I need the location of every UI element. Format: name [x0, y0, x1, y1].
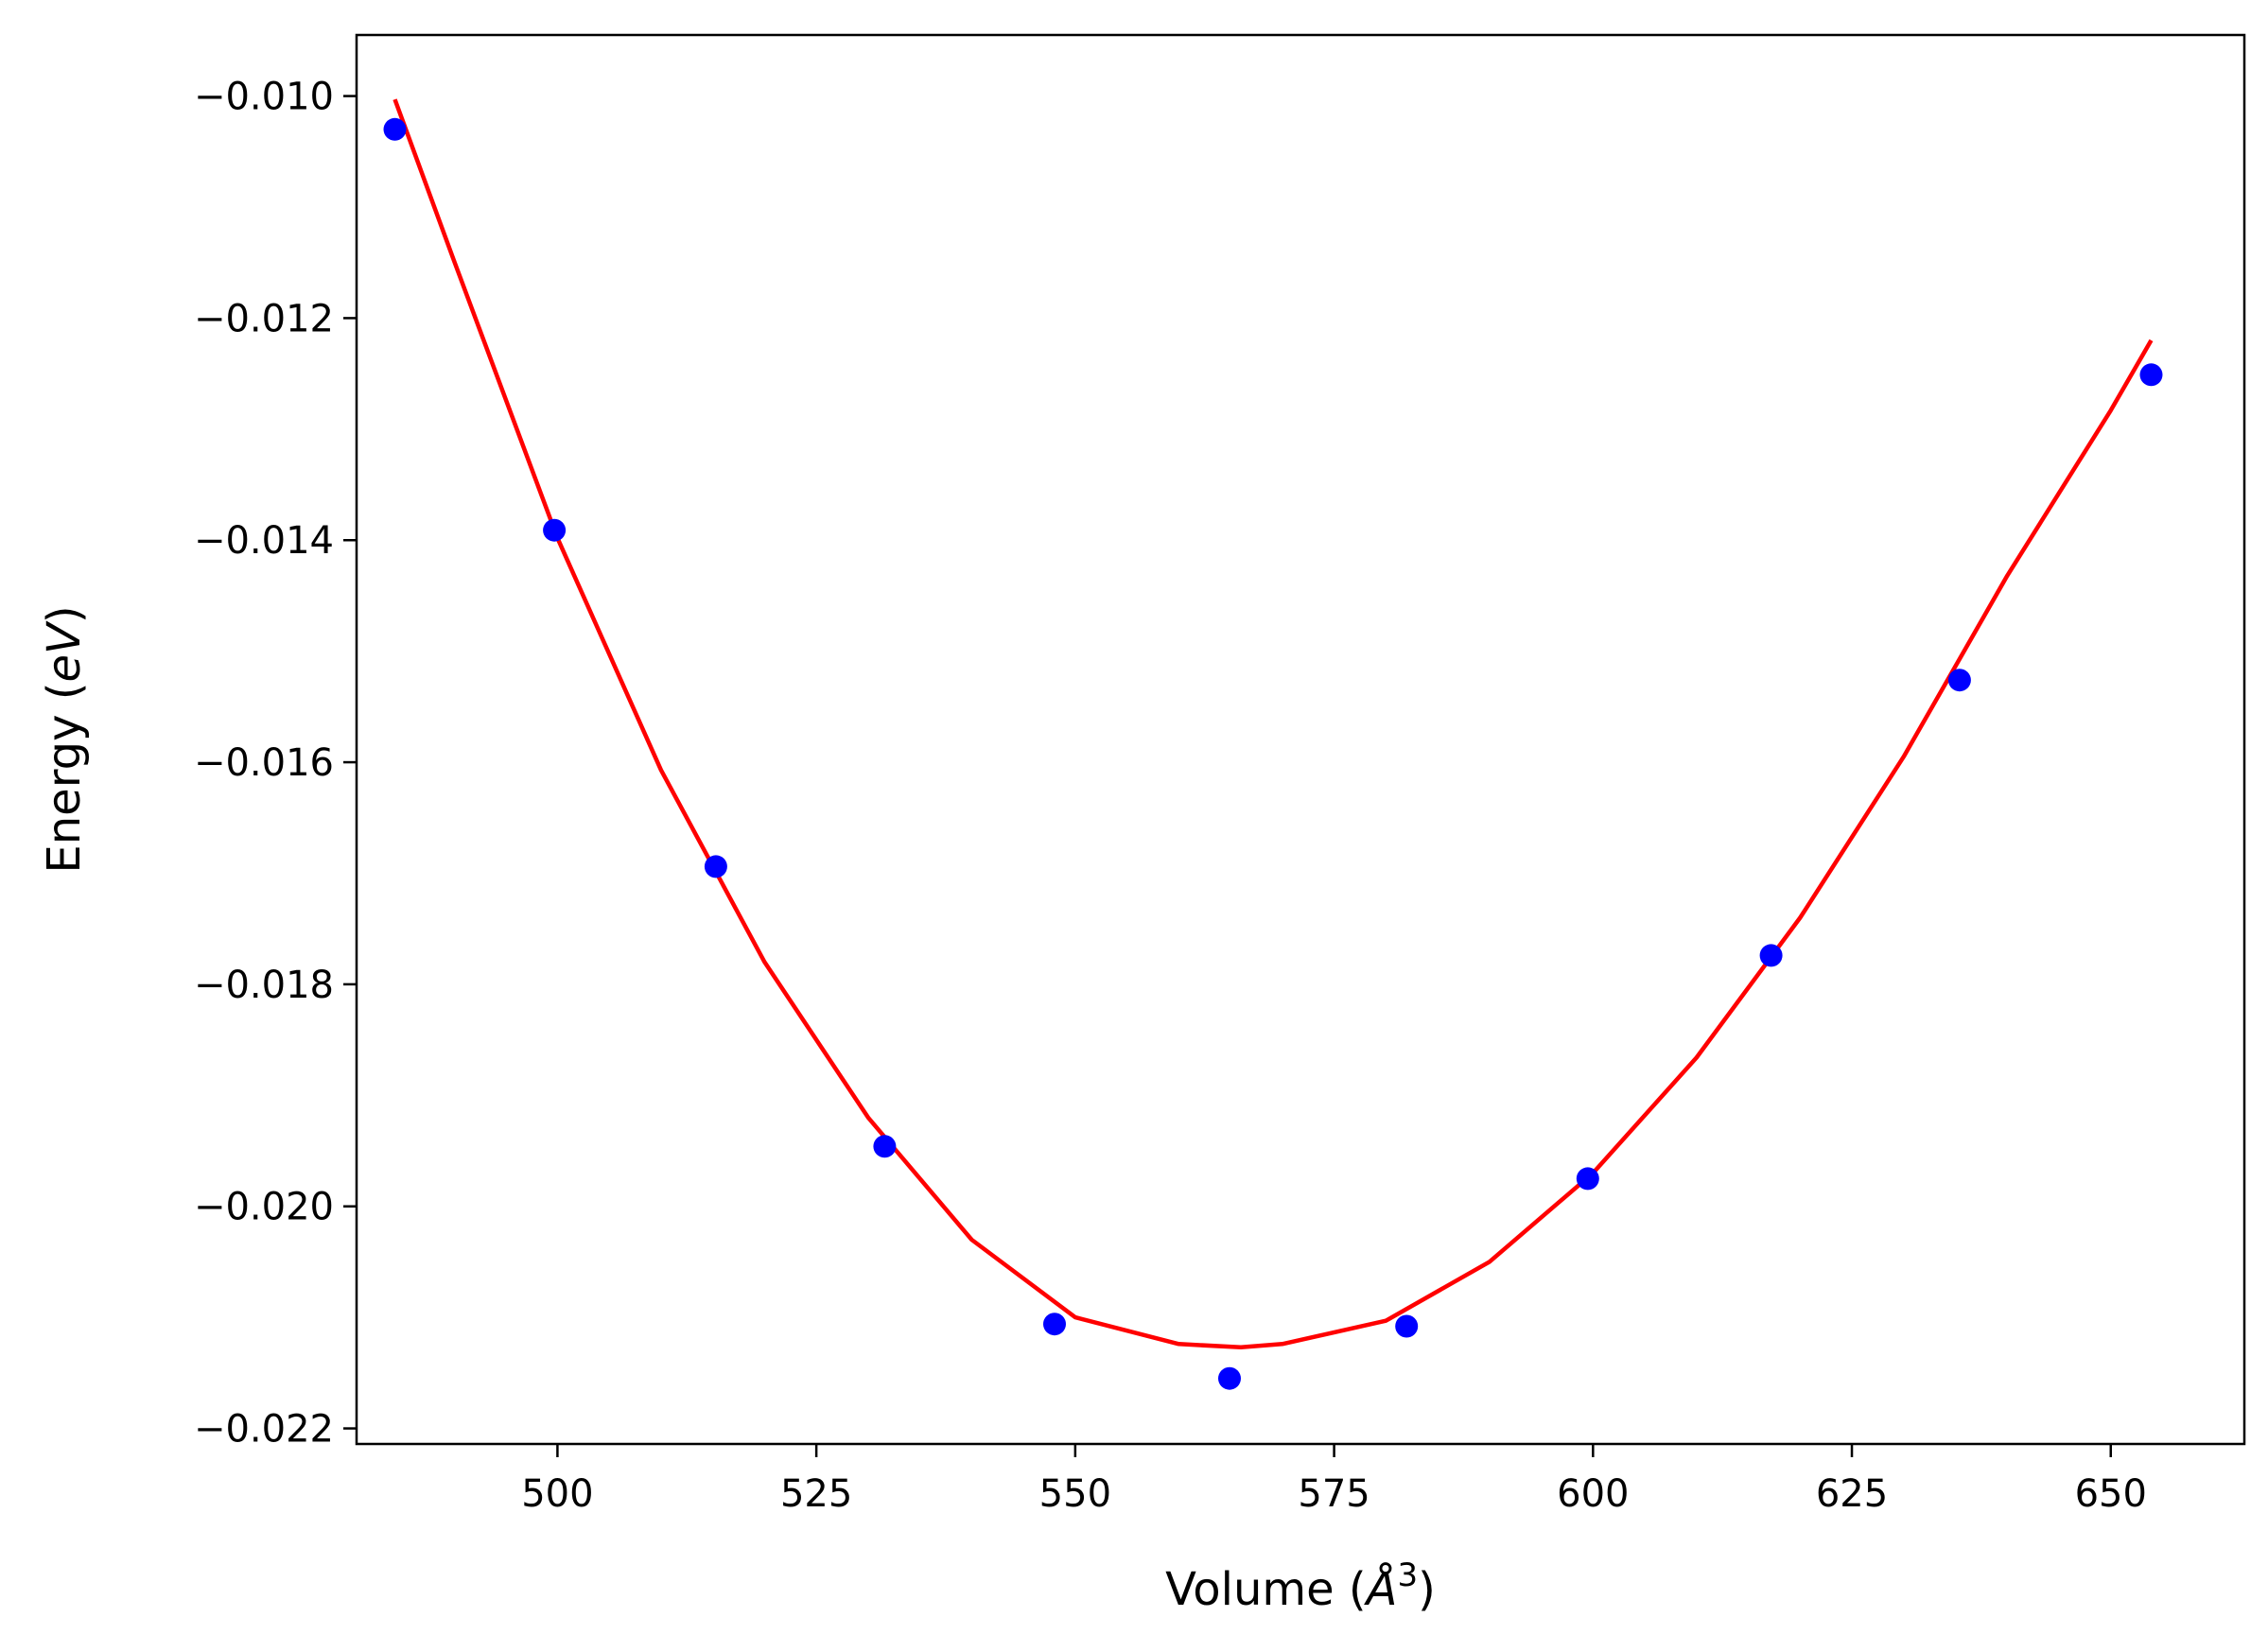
y-axis-ticks: −0.010 −0.012 −0.014 −0.016 −0.018 −0.020 −0.0…: [194, 76, 357, 1452]
fit-curve-line: [393, 98, 2154, 1350]
data-point: [1395, 1314, 1419, 1338]
y-tick-label: −0.018: [194, 964, 334, 1007]
x-tick-label: 500: [521, 1472, 593, 1516]
plot-area: [383, 98, 2163, 1390]
y-tick-label: −0.016: [194, 741, 334, 785]
x-tick-label: 525: [780, 1472, 852, 1516]
x-axis-ticks: 500 525 550 575 600 625 650: [521, 1444, 2147, 1516]
x-tick-label: 575: [1298, 1472, 1370, 1516]
y-tick-label: −0.010: [194, 76, 334, 119]
data-point: [1043, 1313, 1066, 1336]
data-point: [704, 855, 727, 878]
data-point: [873, 1135, 897, 1158]
data-point: [543, 518, 567, 542]
y-tick-label: −0.020: [194, 1186, 334, 1229]
x-axis-label: Volume (Å3): [1165, 1556, 1436, 1616]
data-point: [1947, 669, 1971, 692]
x-tick-label: 600: [1557, 1472, 1629, 1516]
data-point: [1759, 944, 1783, 967]
axes-frame: [355, 33, 2246, 1446]
x-tick-label: 625: [1816, 1472, 1888, 1516]
y-axis-label: Energy (eV): [38, 605, 91, 873]
x-tick-label: 550: [1039, 1472, 1111, 1516]
data-point: [383, 117, 407, 141]
y-tick-label: −0.022: [194, 1408, 334, 1452]
x-tick-label: 650: [2075, 1472, 2147, 1516]
y-tick-label: −0.014: [194, 519, 334, 563]
data-point: [1576, 1167, 1599, 1191]
data-point: [1218, 1366, 1241, 1390]
y-tick-label: −0.012: [194, 297, 334, 340]
data-point: [2139, 363, 2163, 387]
